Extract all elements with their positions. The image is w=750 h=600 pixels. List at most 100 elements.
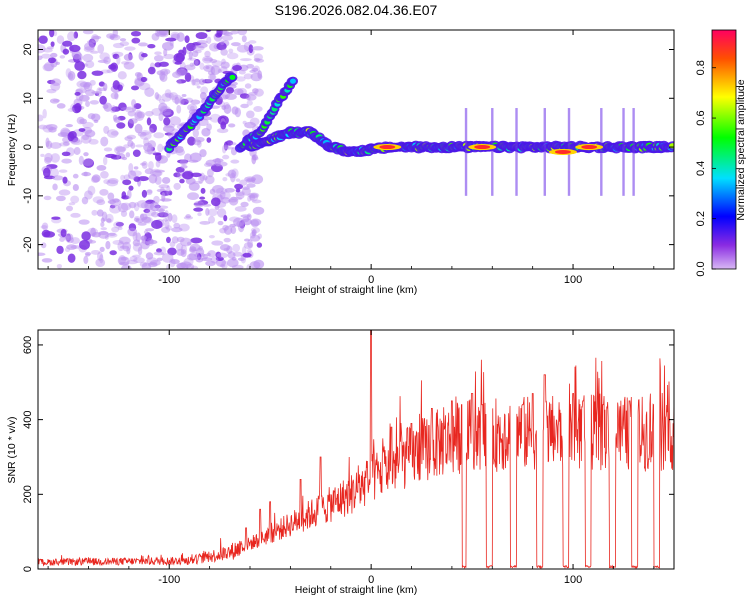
rising-trace-2-mark: [290, 78, 297, 84]
noise-blob: [251, 46, 264, 51]
noise-blob: [171, 214, 178, 223]
noise-blob: [109, 204, 116, 209]
noise-blob: [228, 123, 236, 128]
noise-blob: [73, 31, 79, 39]
noise-blob: [215, 187, 228, 195]
noise-blob: [41, 258, 53, 263]
noise-blob: [82, 30, 94, 35]
noise-blob: [215, 256, 224, 262]
noise-blob: [69, 44, 81, 53]
noise-blob: [93, 119, 99, 124]
snr-background: [38, 330, 674, 569]
noise-blob: [251, 199, 262, 204]
noise-blob: [82, 134, 90, 141]
noise-blob: [46, 88, 57, 94]
noise-blob: [221, 145, 227, 154]
noise-blob: [256, 242, 263, 248]
spectrogram-x-tick-label: 100: [564, 274, 582, 286]
noise-blob: [257, 70, 262, 79]
noise-blob: [223, 225, 233, 235]
noise-blob: [163, 53, 175, 60]
noise-blob: [191, 50, 199, 58]
noise-blob: [167, 247, 177, 256]
colorbar-label: Normalized spectral amplitude: [735, 79, 747, 220]
noise-blob: [134, 123, 143, 134]
noise-blob: [134, 72, 142, 77]
noise-blob: [249, 194, 256, 201]
noise-blob: [41, 222, 49, 231]
noise-blob: [120, 107, 133, 111]
noise-blob: [203, 64, 214, 72]
noise-blob: [72, 173, 79, 179]
noise-blob: [154, 51, 162, 56]
noise-blob: [153, 169, 166, 173]
spectrogram-y-tick-label: 20: [22, 43, 34, 55]
noise-blob: [222, 154, 230, 160]
noise-blob: [66, 244, 77, 250]
noise-blob: [227, 251, 236, 259]
noise-blob: [92, 35, 102, 40]
noise-blob: [106, 218, 112, 223]
noise-blob: [124, 136, 133, 141]
noise-blob: [65, 205, 74, 212]
noise-blob: [52, 183, 58, 191]
noise-blob: [170, 259, 180, 265]
noise-blob: [223, 104, 232, 114]
noise-blob: [208, 73, 217, 81]
noise-blob: [60, 228, 67, 238]
noise-blob: [45, 137, 50, 148]
noise-blob: [157, 143, 164, 153]
noise-blob: [67, 253, 76, 263]
noise-blob: [220, 40, 225, 46]
noise-blob: [79, 239, 90, 250]
noise-blob: [100, 221, 105, 228]
noise-blob: [228, 48, 234, 54]
noise-blob: [127, 140, 134, 147]
spectrogram-x-ticks: -100 0 100: [47, 30, 655, 286]
noise-blob: [103, 125, 110, 134]
noise-blob: [174, 61, 182, 65]
noise-blob: [112, 53, 120, 60]
noise-blob: [84, 251, 92, 256]
noise-blob: [140, 76, 148, 83]
snr-y-tick-label: 0: [22, 566, 34, 572]
noise-blob: [223, 141, 229, 151]
noise-blob: [194, 50, 202, 54]
noise-blob: [149, 123, 157, 133]
noise-blob: [123, 61, 135, 70]
noise-blob: [242, 252, 252, 258]
noise-blob: [139, 131, 152, 140]
noise-blob: [184, 72, 192, 83]
noise-blob: [116, 151, 121, 160]
noise-blob: [128, 201, 137, 209]
noise-blob: [140, 52, 148, 58]
noise-blob: [220, 191, 231, 200]
noise-blob: [62, 176, 68, 184]
noise-blob: [252, 88, 259, 94]
noise-blob: [117, 71, 127, 80]
noise-blob: [141, 189, 148, 198]
noise-blob: [113, 221, 124, 229]
noise-blob: [156, 248, 162, 253]
noise-blob: [117, 202, 129, 213]
noise-blob: [145, 110, 154, 117]
noise-blob: [176, 248, 185, 256]
noise-blob: [56, 103, 66, 109]
noise-blob: [202, 253, 208, 260]
noise-blob: [145, 252, 154, 260]
noise-blob: [141, 160, 148, 169]
noise-blob: [156, 94, 162, 101]
noise-blob: [247, 192, 259, 198]
noise-blob: [142, 216, 153, 224]
noise-blob: [166, 236, 171, 244]
snr-y-ticks: 0 200 400 600: [22, 336, 674, 572]
noise-blob: [185, 214, 191, 219]
noise-blob: [129, 255, 138, 262]
noise-blob: [216, 30, 223, 37]
noise-blob: [52, 175, 64, 181]
noise-blob: [83, 46, 95, 53]
noise-blob: [224, 187, 235, 193]
noise-blob: [106, 129, 119, 138]
noise-blob: [99, 246, 105, 253]
noise-blob: [195, 256, 204, 263]
